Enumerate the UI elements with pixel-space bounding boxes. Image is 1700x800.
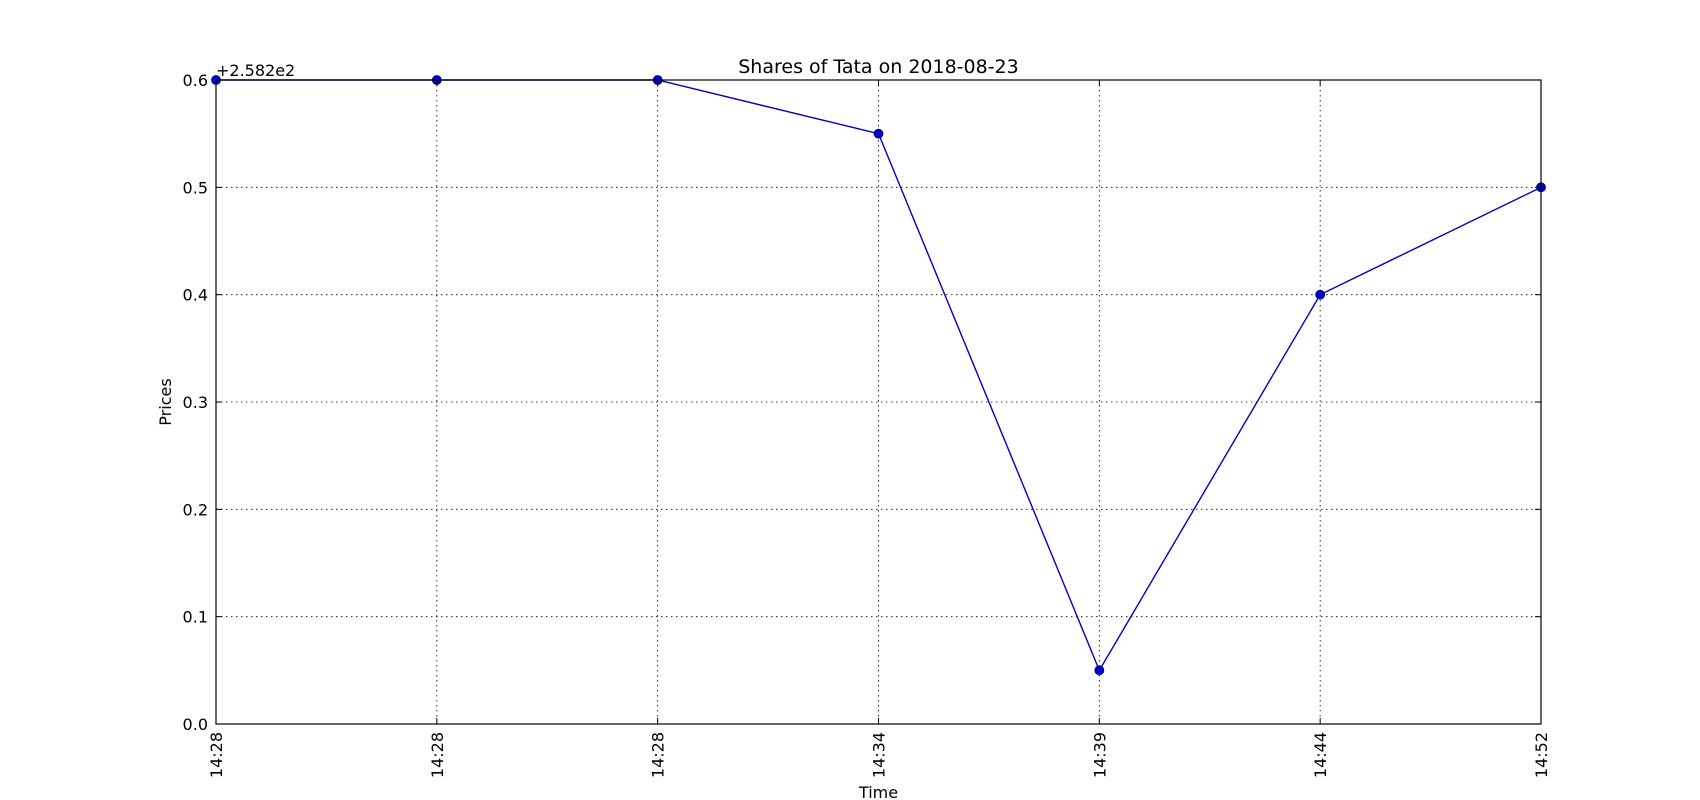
axes: 0.0 0.1 0.2 0.3 0.4 0.5 0.6 14:28 14:28 14:28 14:3… <box>183 71 1551 778</box>
x-axis-label: Time <box>858 783 898 800</box>
y-tick-label: 0.4 <box>183 286 208 305</box>
x-tick-label: 14:28 <box>428 732 447 778</box>
data-point <box>873 128 884 139</box>
x-tick-label: 14:52 <box>1532 732 1551 778</box>
chart-title: Shares of Tata on 2018-08-23 <box>738 56 1018 78</box>
data-point <box>1094 665 1105 676</box>
x-tick-label: 14:28 <box>649 732 668 778</box>
y-tick-label: 0.5 <box>183 178 208 197</box>
x-tick-label: 14:44 <box>1311 732 1330 778</box>
y-tick-label: 0.1 <box>183 608 208 627</box>
y-axis-label: Prices <box>156 378 175 425</box>
y-axis-offset-label: +2.582e2 <box>216 61 295 80</box>
y-tick-label: 0.2 <box>183 500 208 519</box>
x-tick-label: 14:34 <box>870 732 889 778</box>
x-tick-label: 14:28 <box>207 732 226 778</box>
y-tick-label: 0.3 <box>183 393 208 412</box>
x-tick-label: 14:39 <box>1090 732 1109 778</box>
y-tick-label: 0.6 <box>183 71 208 90</box>
data-point <box>1315 289 1326 300</box>
y-tick-label: 0.0 <box>183 715 208 734</box>
